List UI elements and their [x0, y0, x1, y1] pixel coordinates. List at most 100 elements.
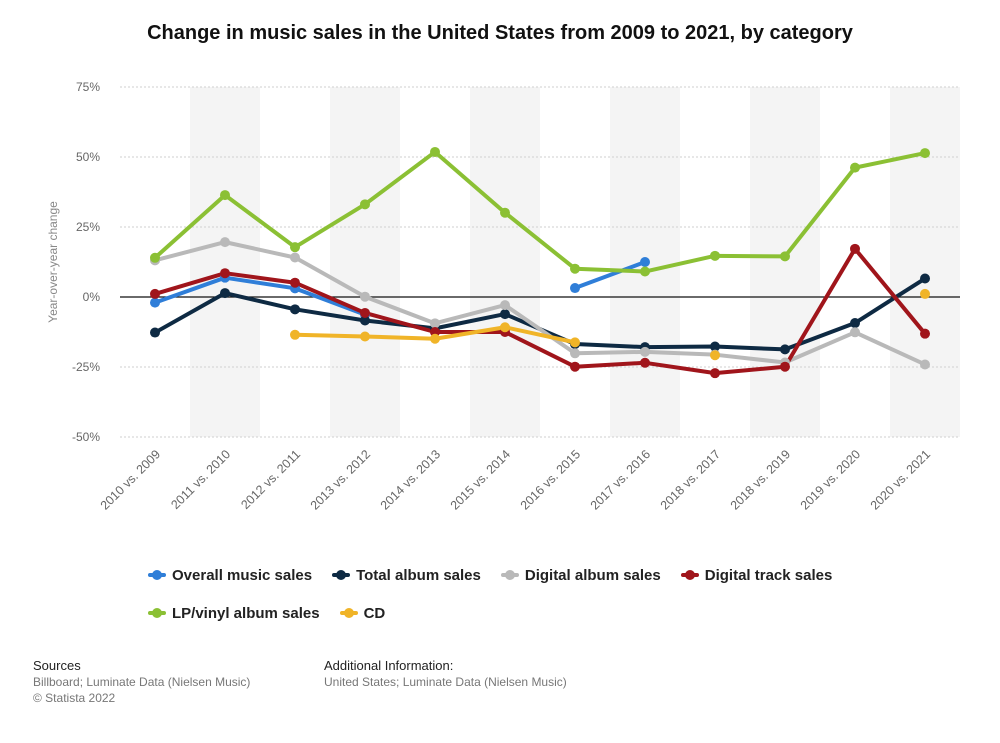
data-point[interactable] [640, 266, 650, 277]
legend-label: LP/vinyl album sales [172, 604, 320, 622]
series-line [153, 246, 927, 376]
data-point[interactable] [290, 277, 300, 288]
additional-info-heading: Additional Information: [324, 658, 454, 673]
data-point[interactable] [780, 361, 790, 372]
x-tick-label: 2015 vs. 2014 [448, 447, 513, 512]
legend-label: Overall music sales [172, 566, 313, 584]
data-point[interactable] [570, 263, 580, 274]
data-point[interactable] [780, 251, 790, 262]
data-point[interactable] [430, 333, 440, 344]
data-point[interactable] [780, 344, 790, 355]
legend-label: Digital album sales [524, 566, 661, 584]
legend-item[interactable]: Total album sales [332, 566, 481, 584]
data-point[interactable] [850, 327, 860, 338]
column-band [750, 87, 820, 437]
data-point[interactable] [500, 322, 510, 333]
x-tick-label: 2014 vs. 2013 [378, 447, 443, 512]
data-point[interactable] [570, 283, 580, 294]
legend-item[interactable]: Overall music sales [148, 566, 312, 584]
data-point[interactable] [290, 252, 300, 263]
data-point[interactable] [710, 250, 720, 261]
data-point[interactable] [220, 190, 230, 201]
data-point[interactable] [220, 288, 230, 299]
series-line [573, 260, 647, 291]
data-point[interactable] [360, 291, 370, 302]
data-point[interactable] [920, 148, 930, 159]
data-point[interactable] [710, 341, 720, 352]
copyright-text: © Statista 2022 [33, 691, 116, 705]
data-point[interactable] [220, 237, 230, 248]
data-point[interactable] [570, 337, 580, 348]
data-point[interactable] [360, 331, 370, 342]
data-point[interactable] [290, 242, 300, 253]
y-axis-label: Year-over-year change [46, 201, 60, 323]
legend-label: CD [363, 604, 386, 622]
data-point[interactable] [570, 348, 580, 359]
legend-swatch [332, 570, 351, 580]
data-point[interactable] [500, 309, 510, 320]
y-tick-label: 25% [76, 220, 100, 234]
data-point[interactable] [710, 368, 720, 379]
column-band [190, 87, 260, 437]
sources-block: Sources Billboard; Luminate Data (Nielse… [33, 658, 250, 706]
y-tick-label: -25% [72, 360, 100, 374]
data-point[interactable] [150, 288, 160, 299]
data-point[interactable] [640, 346, 650, 357]
x-tick-label: 2018 vs. 2017 [658, 447, 723, 512]
data-point[interactable] [570, 361, 580, 372]
data-point[interactable] [360, 315, 370, 326]
data-point[interactable] [360, 307, 370, 318]
data-point[interactable] [290, 304, 300, 315]
additional-info-text: United States; Luminate Data (Nielsen Mu… [324, 675, 567, 689]
y-tick-label: 0% [83, 290, 101, 304]
x-tick-label: 2020 vs. 2021 [868, 447, 933, 512]
data-point[interactable] [710, 350, 720, 361]
data-point[interactable] [850, 318, 860, 329]
data-point[interactable] [850, 162, 860, 173]
legend-swatch [339, 608, 358, 618]
y-tick-label: -50% [72, 430, 100, 444]
y-tick-label: 50% [76, 150, 100, 164]
data-point[interactable] [150, 327, 160, 338]
data-point[interactable] [850, 243, 860, 254]
legend-item[interactable]: LP/vinyl album sales [148, 604, 320, 622]
column-band [330, 87, 400, 437]
x-tick-label: 2010 vs. 2009 [98, 447, 163, 512]
series-line [153, 149, 927, 274]
chart-title: Change in music sales in the United Stat… [147, 22, 853, 44]
x-tick-label: 2018 vs. 2019 [728, 447, 793, 512]
sources-heading: Sources [33, 658, 81, 673]
data-point[interactable] [920, 328, 930, 339]
data-point[interactable] [150, 297, 160, 308]
legend-item[interactable]: CD [339, 604, 386, 622]
data-point[interactable] [360, 199, 370, 210]
legend-label: Total album sales [356, 566, 481, 584]
x-tick-label: 2017 vs. 2016 [588, 447, 653, 512]
data-point[interactable] [220, 268, 230, 279]
legend-item[interactable]: Digital track sales [680, 566, 832, 584]
additional-info-block: Additional Information: United States; L… [324, 658, 567, 690]
data-point[interactable] [920, 288, 930, 299]
column-band [470, 87, 540, 437]
x-tick-label: 2016 vs. 2015 [518, 447, 583, 512]
x-tick-label: 2013 vs. 2012 [308, 447, 373, 512]
data-point[interactable] [500, 300, 510, 311]
data-point[interactable] [150, 252, 160, 263]
legend-swatch [680, 570, 699, 580]
data-point[interactable] [640, 357, 650, 368]
legend-item[interactable]: Digital album sales [500, 566, 661, 584]
data-point[interactable] [640, 257, 650, 267]
data-point[interactable] [920, 359, 930, 370]
legend-swatch [500, 570, 519, 580]
sources-text[interactable]: Billboard; Luminate Data (Nielsen Music) [33, 675, 251, 689]
legend-swatch [148, 570, 166, 580]
data-point[interactable] [430, 318, 440, 329]
chart-legend: Overall music sales Total album sales Digi… [148, 566, 908, 622]
data-point[interactable] [430, 146, 440, 157]
data-point[interactable] [290, 329, 300, 340]
legend-swatch [148, 608, 166, 618]
x-tick-label: 2019 vs. 2020 [798, 447, 863, 512]
data-point[interactable] [920, 273, 930, 284]
data-point[interactable] [500, 207, 510, 218]
series-line [153, 240, 927, 367]
